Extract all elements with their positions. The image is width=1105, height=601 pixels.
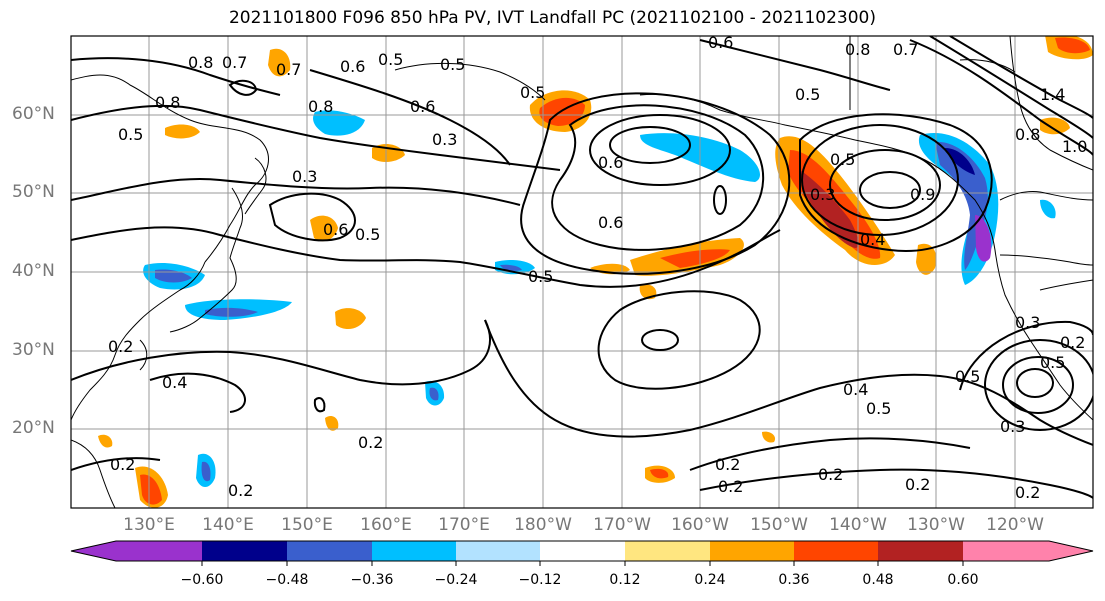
contour-label: 0.4: [162, 373, 187, 392]
lon-label: 170°W: [593, 515, 651, 535]
contour-labels: 0.8 0.7 0.7 0.6 0.5 0.5 0.8 0.6 0.8 0.5 …: [108, 33, 1087, 502]
contour-label: 1.4: [1040, 85, 1065, 104]
contour-label: 0.3: [432, 130, 457, 149]
colorbar-tick-label: −0.36: [350, 572, 394, 588]
contour-label: 0.6: [598, 153, 623, 172]
colorbar-segment: [540, 541, 625, 561]
contour-label: 1.0: [1062, 137, 1087, 156]
contour-label: 0.5: [830, 150, 855, 169]
colorbar-segment: [202, 541, 287, 561]
lon-label: 150°E: [281, 515, 333, 535]
colorbar-tick-label: −0.24: [434, 572, 478, 588]
colorbar-segment: [71, 541, 202, 561]
colorbar-segment: [963, 541, 1093, 561]
contour-label: 0.3: [810, 185, 835, 204]
contour-label: 0.3: [1000, 417, 1025, 436]
lon-label: 150°W: [750, 515, 808, 535]
contour-label: 0.3: [1015, 313, 1040, 332]
lon-label: 170°E: [438, 515, 490, 535]
lon-label: 160°E: [360, 515, 412, 535]
colorbar-tick-label: 0.12: [609, 572, 641, 588]
colorbar-segment: [794, 541, 878, 561]
colorbar-outline: [70, 540, 1094, 562]
contour-label: 0.3: [292, 167, 317, 186]
contour-label: 0.8: [308, 97, 333, 116]
gridlines: [71, 36, 1093, 508]
colorbar-segment: [372, 541, 456, 561]
contour-label: 0.5: [528, 267, 553, 286]
coastlines: [71, 36, 1093, 508]
contour-label: 0.2: [110, 455, 135, 474]
lon-label: 160°W: [671, 515, 729, 535]
colorbar-tick-label: 0.60: [947, 572, 979, 588]
colorbar-segment: [456, 541, 540, 561]
contour-label: 0.8: [155, 93, 180, 112]
contour-label: 0.5: [520, 83, 545, 102]
contour-label: 0.7: [276, 60, 301, 79]
contour-label: 0.6: [323, 220, 348, 239]
contour-label: 0.2: [718, 477, 743, 496]
contour-label: 0.8: [188, 53, 213, 72]
lon-label: 130°E: [123, 515, 175, 535]
contour-label: 0.4: [860, 230, 885, 249]
contour-label: 0.5: [378, 50, 403, 69]
contour-label: 0.5: [795, 85, 820, 104]
lon-label: 180°W: [514, 515, 572, 535]
contour-label: 0.9: [910, 185, 935, 204]
figure-title: 2021101800 F096 850 hPa PV, IVT Landfall…: [228, 8, 876, 28]
lon-label: 120°W: [986, 515, 1044, 535]
contour-label: 0.6: [708, 33, 733, 52]
lat-label: 50°N: [12, 182, 55, 202]
contour-label: 0.5: [955, 367, 980, 386]
colorbar-tick-label: 0.48: [862, 572, 894, 588]
contour-label: 0.7: [893, 40, 918, 59]
contour-label: 0.6: [340, 57, 365, 76]
contour-label: 0.2: [358, 433, 383, 452]
colorbar: [70, 540, 1094, 566]
colorbar-segment: [878, 541, 963, 561]
contour-label: 0.2: [715, 455, 740, 474]
lat-label: 30°N: [12, 340, 55, 360]
colorbar-tick-label: 0.36: [778, 572, 810, 588]
lat-label: 40°N: [12, 261, 55, 281]
contour-label: 0.2: [1060, 333, 1085, 352]
lon-label: 130°W: [907, 515, 965, 535]
contour-label: 0.5: [440, 55, 465, 74]
contour-label: 0.2: [228, 481, 253, 500]
colorbar-segment: [625, 541, 710, 561]
lat-label: 20°N: [12, 418, 55, 438]
contour-label: 0.6: [598, 213, 623, 232]
contour-label: 0.5: [355, 225, 380, 244]
colorbar-tick-label: −0.12: [518, 572, 562, 588]
colorbar-tick-label: −0.48: [265, 572, 309, 588]
contour-label: 0.2: [905, 475, 930, 494]
contour-label: 0.4: [843, 380, 868, 399]
colorbar-tick-label: −0.60: [180, 572, 224, 588]
lon-label: 140°W: [829, 515, 887, 535]
contour-label: 0.8: [1015, 125, 1040, 144]
colorbar-segment: [287, 541, 372, 561]
lon-label: 140°E: [202, 515, 254, 535]
contour-label: 0.2: [108, 337, 133, 356]
plot-border: [70, 35, 1094, 509]
colorbar-segment: [710, 541, 794, 561]
colorbar-tick-label: 0.24: [694, 572, 726, 588]
contour-label: 0.2: [1015, 483, 1040, 502]
contour-label: 0.5: [866, 399, 891, 418]
lat-label: 60°N: [12, 104, 55, 124]
pv-contours: [71, 36, 1093, 499]
contour-label: 0.8: [845, 40, 870, 59]
contour-label: 0.5: [1040, 353, 1065, 372]
contour-label: 0.7: [222, 53, 247, 72]
contour-label: 0.6: [410, 97, 435, 116]
contour-label: 0.5: [118, 125, 143, 144]
contour-label: 0.2: [818, 465, 843, 484]
